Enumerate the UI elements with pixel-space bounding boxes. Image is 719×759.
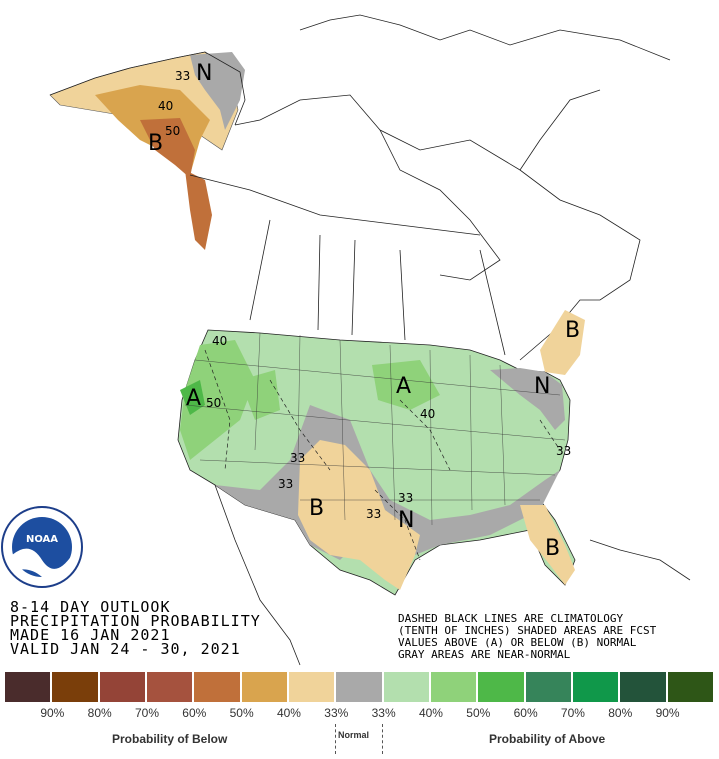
legend-swatch bbox=[288, 672, 337, 702]
contour-label: 50 bbox=[165, 124, 180, 138]
legend-swatch bbox=[478, 672, 526, 702]
above-label: Probability of Above bbox=[489, 732, 606, 746]
legend: 90% 80% 70% 60% 50% 40% 33% 33% 40% 50% 60% 70% 80% 9… bbox=[0, 672, 719, 759]
title-line-2: PRECIPITATION PROBABILITY bbox=[10, 612, 261, 630]
legend-percent: 40% bbox=[276, 706, 301, 720]
legend-percent: 70% bbox=[134, 706, 159, 720]
legend-percent: 90% bbox=[40, 706, 65, 720]
legend-percent: 40% bbox=[418, 706, 443, 720]
region-label: A bbox=[186, 386, 201, 411]
region-label: N bbox=[196, 61, 212, 86]
legend-percent: 60% bbox=[513, 706, 538, 720]
legend-percent: 50% bbox=[466, 706, 491, 720]
region-label: A bbox=[396, 374, 411, 399]
title-block: 8-14 DAY OUTLOOK PRECIPITATION PROBABILI… bbox=[10, 598, 261, 658]
legend-swatch bbox=[667, 672, 715, 702]
below-label: Probability of Below bbox=[112, 732, 228, 746]
legend-percent: 90% bbox=[655, 706, 680, 720]
legend-percent: 33% bbox=[371, 706, 396, 720]
contour-label: 33 bbox=[556, 444, 571, 458]
contour-label: 33 bbox=[175, 69, 190, 83]
legend-swatch bbox=[99, 672, 147, 702]
region-label: B bbox=[148, 131, 163, 156]
normal-label: Normal bbox=[338, 730, 370, 740]
contour-label: 33 bbox=[290, 451, 305, 465]
title-line-3: MADE 16 JAN 2021 bbox=[10, 626, 171, 644]
contour-label: 40 bbox=[158, 99, 173, 113]
legend-swatch bbox=[5, 672, 53, 702]
region-label: B bbox=[565, 318, 580, 343]
legend-swatches bbox=[5, 672, 715, 702]
contour-label: 33 bbox=[398, 491, 413, 505]
disclaimer-line-2: (TENTH OF INCHES) SHADED AREAS ARE FCST bbox=[398, 624, 657, 637]
canada-outline bbox=[189, 14, 671, 361]
noaa-logo: NOAA bbox=[1, 506, 83, 588]
region-label: B bbox=[545, 536, 560, 561]
legend-swatch bbox=[336, 672, 384, 702]
legend-swatch bbox=[430, 672, 479, 702]
legend-swatch bbox=[383, 672, 431, 702]
legend-percent: 70% bbox=[560, 706, 585, 720]
region-label: N bbox=[534, 374, 550, 399]
mexico-outline bbox=[214, 484, 691, 666]
precipitation-outlook-map: N B A A B N N B B 33 40 50 40 50 33 33 4… bbox=[1, 14, 691, 666]
region-label: N bbox=[398, 508, 414, 533]
disclaimer-line-4: GRAY AREAS ARE NEAR-NORMAL bbox=[398, 648, 571, 661]
legend-percent: 60% bbox=[182, 706, 207, 720]
legend-swatch bbox=[241, 672, 289, 702]
title-line-4: VALID JAN 24 - 30, 2021 bbox=[10, 640, 241, 658]
legend-swatch bbox=[146, 672, 195, 702]
legend-swatch bbox=[572, 672, 621, 702]
legend-percent: 80% bbox=[608, 706, 633, 720]
region-label: B bbox=[309, 496, 324, 521]
alaska-region bbox=[49, 51, 246, 250]
contour-label: 33 bbox=[366, 507, 381, 521]
contour-label: 40 bbox=[212, 334, 227, 348]
normal-divider-left bbox=[335, 724, 336, 754]
legend-percent: 50% bbox=[229, 706, 254, 720]
contour-label: 40 bbox=[420, 407, 435, 421]
legend-swatch bbox=[525, 672, 573, 702]
legend-swatch bbox=[194, 672, 242, 702]
contour-label: 50 bbox=[206, 396, 221, 410]
legend-percent: 80% bbox=[87, 706, 112, 720]
disclaimer-line-1: DASHED BLACK LINES ARE CLIMATOLOGY bbox=[398, 612, 624, 625]
legend-swatch bbox=[52, 672, 100, 702]
legend-swatch bbox=[620, 672, 668, 702]
conus-region bbox=[177, 310, 585, 596]
legend-percent: 33% bbox=[324, 706, 349, 720]
logo-text: NOAA bbox=[26, 534, 58, 545]
legend-percents: 90% 80% 70% 60% 50% 40% 33% 33% 40% 50% 60% 70% 80% 9… bbox=[5, 706, 715, 720]
normal-divider-right bbox=[382, 724, 383, 754]
disclaimer-block: DASHED BLACK LINES ARE CLIMATOLOGY (TENT… bbox=[398, 612, 657, 661]
contour-label: 33 bbox=[278, 477, 293, 491]
title-line-1: 8-14 DAY OUTLOOK bbox=[10, 598, 171, 616]
disclaimer-line-3: VALUES ABOVE (A) OR BELOW (B) NORMAL bbox=[398, 636, 637, 649]
